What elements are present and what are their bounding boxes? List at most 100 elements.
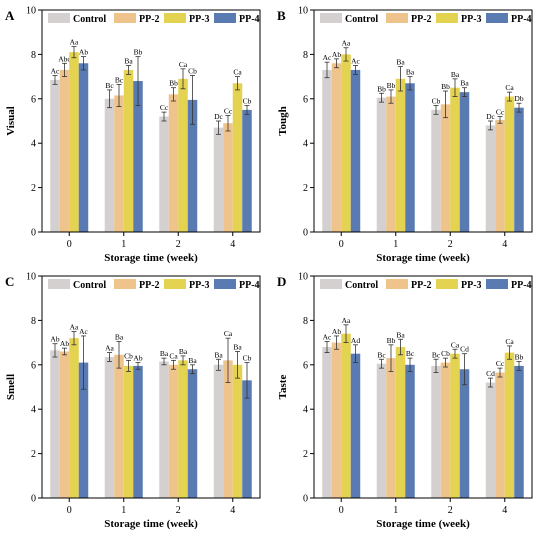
significance-label: Cb: [243, 354, 252, 363]
significance-label: Bb: [377, 84, 386, 93]
legend-label: PP-4: [239, 280, 260, 291]
significance-label: Bc: [406, 349, 415, 358]
significance-label: Ba: [233, 342, 242, 351]
significance-label: Ba: [188, 356, 197, 365]
significance-label: Ac: [323, 53, 332, 62]
bar-control-week-0: [322, 69, 332, 232]
significance-label: Aa: [105, 344, 114, 353]
panel-letter: B: [277, 8, 286, 23]
significance-label: Ca: [179, 60, 188, 69]
significance-label: Ad: [351, 336, 360, 345]
significance-label: Ab: [332, 50, 341, 59]
legend-label: Control: [345, 280, 378, 291]
bar-pp-2-week-2: [168, 364, 179, 498]
legend-label: PP-4: [511, 14, 532, 25]
bar-pp-4-week-2: [187, 369, 198, 498]
y-tick-label: 10: [26, 272, 36, 283]
y-tick-label: 4: [31, 405, 36, 416]
y-tick-label: 6: [303, 94, 308, 105]
bar-pp-3-week-4: [232, 83, 243, 232]
legend-swatch-pp-4: [214, 279, 236, 289]
x-axis-title: Storage time (week): [104, 252, 198, 264]
bar-pp-2-week-0: [331, 342, 342, 498]
significance-label: Dc: [486, 112, 495, 121]
bar-pp-3-week-1: [123, 69, 134, 232]
bar-pp-3-week-1: [395, 347, 406, 498]
bar-pp-4-week-0: [350, 353, 361, 498]
significance-label: Ca: [233, 68, 242, 77]
x-tick-label: 0: [339, 239, 344, 250]
y-tick-label: 6: [31, 360, 36, 371]
significance-label: Cb: [124, 351, 133, 360]
significance-label: Ba: [451, 70, 460, 79]
legend-label: PP-2: [139, 14, 160, 25]
bar-pp-3-week-2: [450, 353, 460, 498]
bar-pp-2-week-0: [331, 63, 342, 232]
y-tick-label: 0: [303, 494, 308, 505]
y-tick-label: 8: [303, 316, 308, 327]
significance-label: Ba: [160, 349, 169, 358]
y-tick-label: 4: [303, 405, 308, 416]
bar-pp-2-week-0: [59, 69, 70, 232]
bar-pp-3-week-0: [341, 54, 351, 233]
legend-swatch-pp-4: [486, 279, 508, 289]
bar-pp-4-week-4: [242, 380, 252, 498]
legend-swatch-control: [48, 279, 70, 289]
x-axis-title: Storage time (week): [104, 518, 198, 530]
significance-label: Aa: [70, 323, 79, 332]
bar-pp-4-week-4: [514, 365, 524, 498]
y-axis-title: Visual: [5, 106, 17, 136]
bar-control-week-2: [431, 109, 441, 232]
significance-label: Cc: [496, 108, 505, 117]
significance-label: Ba: [115, 332, 124, 341]
significance-label: Ca: [505, 337, 514, 346]
x-tick-label: 0: [67, 505, 72, 516]
significance-label: Cb: [432, 96, 441, 105]
bar-control-week-0: [50, 79, 60, 233]
legend-label: PP-4: [511, 280, 532, 291]
legend-swatch-pp-3: [164, 13, 186, 23]
y-tick-label: 8: [303, 50, 308, 61]
bar-pp-4-week-2: [187, 99, 198, 232]
x-tick-label: 1: [121, 239, 126, 250]
legend-label: PP-2: [411, 14, 432, 25]
significance-label: Aa: [342, 316, 351, 325]
bar-pp-2-week-4: [495, 119, 505, 232]
bar-pp-4-week-1: [405, 364, 415, 498]
y-tick-label: 10: [298, 272, 308, 283]
bar-control-week-4: [213, 127, 224, 232]
bar-pp-3-week-0: [69, 52, 79, 233]
x-axis-title: Storage time (week): [376, 252, 470, 264]
legend-swatch-pp-4: [214, 13, 236, 23]
significance-label: Cb: [441, 349, 450, 358]
bar-pp-3-week-4: [504, 96, 515, 232]
significance-label: Bb: [134, 48, 143, 57]
x-tick-label: 1: [393, 239, 398, 250]
bar-pp-2-week-0: [59, 351, 70, 498]
x-tick-label: 4: [230, 239, 235, 250]
x-tick-label: 4: [230, 505, 235, 516]
bar-control-week-2: [431, 365, 441, 498]
plot-frame: [313, 275, 533, 499]
bar-pp-2-week-4: [223, 360, 233, 498]
bar-control-week-2: [159, 361, 169, 498]
y-tick-label: 6: [31, 94, 36, 105]
legend-swatch-pp-4: [486, 13, 508, 23]
significance-label: Bb: [441, 82, 450, 91]
significance-label: Cc: [160, 103, 169, 112]
x-tick-label: 1: [393, 505, 398, 516]
legend-swatch-control: [48, 13, 70, 23]
significance-label: Bc: [377, 350, 386, 359]
significance-label: Ac: [351, 57, 360, 66]
bar-pp-3-week-1: [123, 365, 134, 498]
legend-label: PP-3: [461, 280, 482, 291]
bar-control-week-1: [376, 97, 387, 232]
bar-control-week-4: [485, 125, 496, 232]
significance-label: Bc: [115, 75, 124, 84]
legend-label: PP-2: [411, 280, 432, 291]
significance-label: Bb: [169, 79, 178, 88]
significance-label: Ca: [505, 83, 514, 92]
legend-label: Control: [73, 14, 106, 25]
bar-pp-3-week-0: [341, 333, 351, 498]
